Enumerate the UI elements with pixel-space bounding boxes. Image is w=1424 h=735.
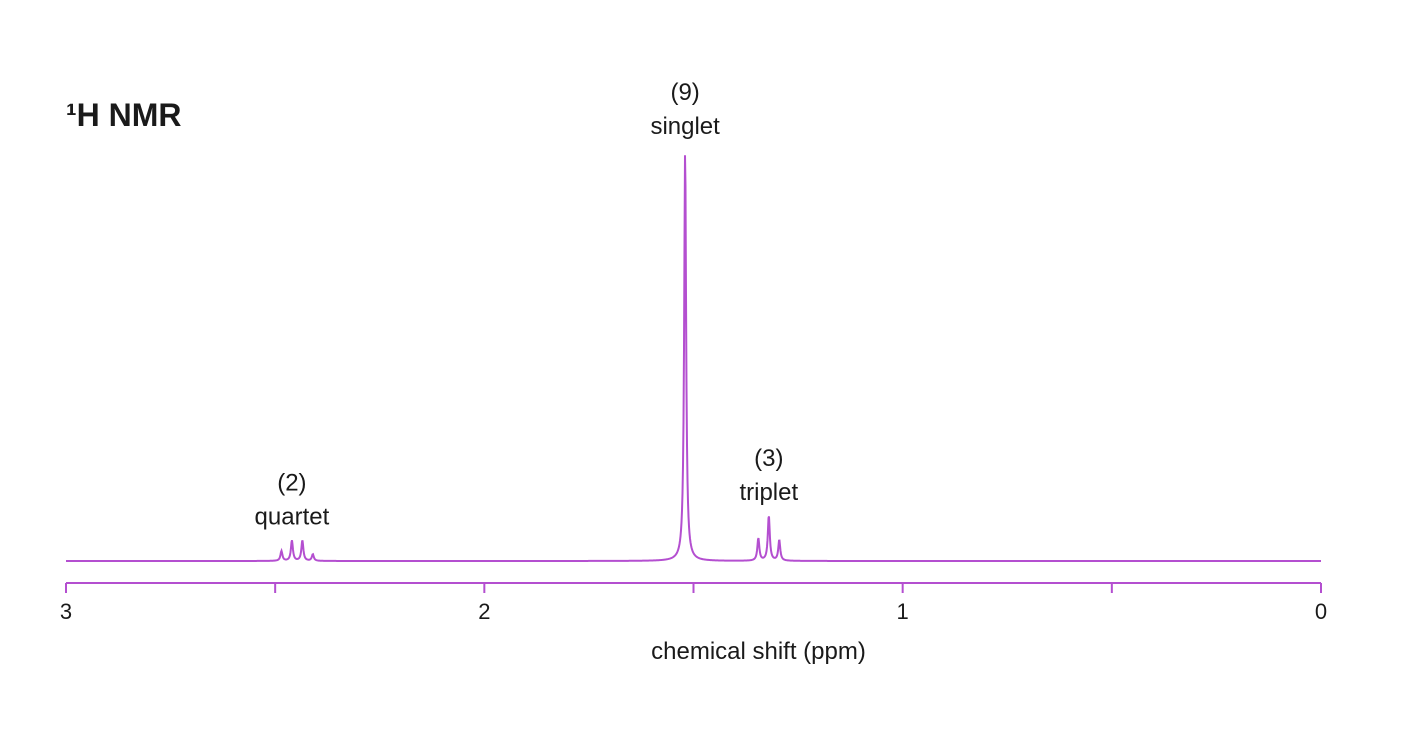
peak-labels: (2) quartet (9) singlet (3) triplet xyxy=(255,79,799,530)
x-tick-label: 0 xyxy=(1315,599,1327,624)
x-tick-label: 3 xyxy=(60,599,72,624)
peak-multiplicity-singlet: singlet xyxy=(650,113,720,140)
x-tick-label: 2 xyxy=(478,599,490,624)
x-tick-label: 1 xyxy=(897,599,909,624)
peak-integration-triplet: (3) xyxy=(754,445,783,472)
x-axis-ticks: 3 2 1 0 xyxy=(60,583,1327,624)
chart-title: ¹H NMR xyxy=(66,97,182,133)
spectrum-line xyxy=(66,155,1321,562)
peak-multiplicity-quartet: quartet xyxy=(255,503,330,530)
peak-multiplicity-triplet: triplet xyxy=(739,479,798,506)
x-axis-label: chemical shift (ppm) xyxy=(651,638,866,665)
peak-integration-quartet: (2) xyxy=(277,469,306,496)
peak-integration-singlet: (9) xyxy=(670,79,699,106)
